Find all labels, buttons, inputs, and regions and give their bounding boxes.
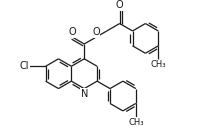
Text: O: O (116, 0, 123, 10)
Text: CH₃: CH₃ (128, 118, 144, 127)
Text: O: O (69, 27, 76, 37)
Text: N: N (81, 89, 88, 99)
Text: Cl: Cl (20, 61, 29, 71)
Text: CH₃: CH₃ (151, 60, 166, 69)
Text: O: O (92, 27, 100, 37)
